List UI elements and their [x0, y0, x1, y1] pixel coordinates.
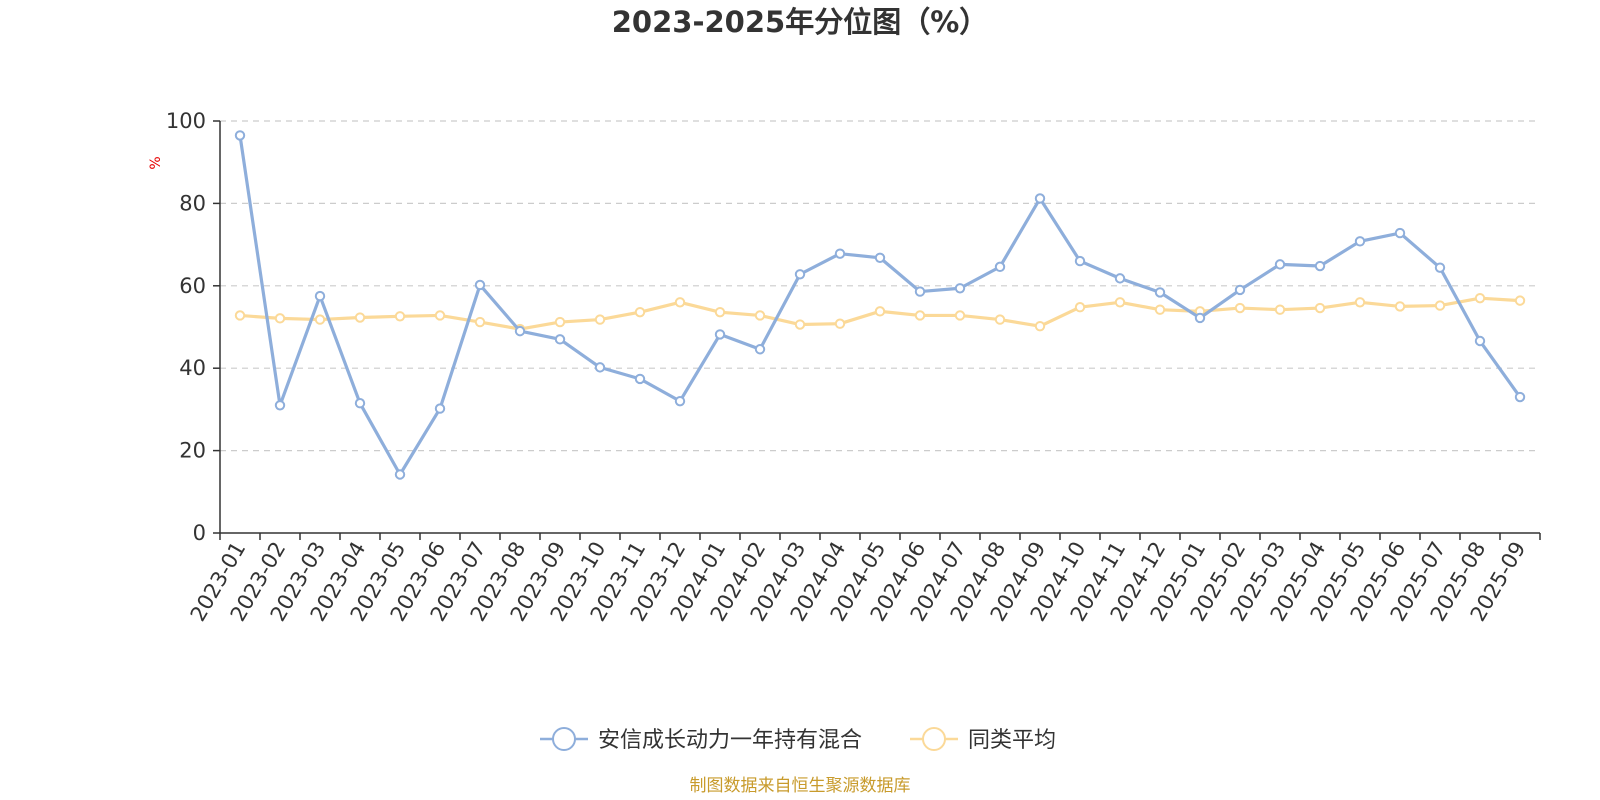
series-2-point-2023-04	[354, 312, 366, 323]
y-tick-label-80: 80	[179, 191, 206, 215]
series-1-point-2024-05	[874, 252, 886, 263]
series-2-point-2025-04	[1314, 302, 1326, 314]
y-tick-label-60: 60	[179, 274, 206, 298]
series-1-point-2024-06	[914, 286, 926, 297]
series-2-point-2023-09	[554, 316, 566, 328]
legend-item-1-label: 安信成长动力一年持有混合	[598, 728, 862, 753]
series-1-point-2023-04	[354, 398, 366, 409]
series-2-point-2025-05	[1354, 297, 1366, 308]
series-1-point-2024-11	[1114, 273, 1126, 284]
series-2-point-2024-10	[1074, 302, 1086, 313]
series-2-point-2023-10	[594, 314, 606, 325]
series-2-point-2025-02	[1234, 302, 1246, 314]
series-2-point-2025-09	[1514, 295, 1526, 306]
legend-item-2[interactable]: 同类平均	[910, 727, 1056, 753]
series-1-point-2024-10	[1074, 255, 1086, 267]
series-1-point-2023-05	[394, 469, 406, 480]
y-tick-labels: 0 20 40 60 80 100	[166, 109, 206, 545]
series-2-point-2024-04	[834, 318, 846, 329]
legend-item-2-marker	[922, 727, 946, 751]
series-2	[234, 292, 1526, 335]
series-2-point-2024-06	[914, 310, 926, 321]
series-2-point-2024-12	[1154, 304, 1166, 315]
series-1-point-2023-12	[674, 395, 686, 407]
axes	[213, 120, 1541, 540]
series-2-point-2024-09	[1034, 320, 1046, 332]
series-2-point-2023-11	[634, 306, 646, 318]
series-2-point-2024-01	[714, 306, 726, 318]
series-1-point-2024-12	[1154, 287, 1166, 298]
series-2-point-2025-07	[1434, 300, 1446, 311]
y-tick-label-40: 40	[179, 356, 206, 380]
legend-item-1-marker	[552, 727, 576, 751]
x-tick-labels: 2023-012023-022023-032023-042023-052023-…	[186, 538, 1531, 626]
series-2-point-2024-11	[1114, 297, 1126, 308]
series-1-point-2023-10	[594, 362, 606, 373]
legend-item-1[interactable]: 安信成长动力一年持有混合	[540, 727, 862, 753]
series-1-point-2023-11	[634, 373, 646, 385]
series-2-point-2025-08	[1474, 292, 1486, 304]
series-2-point-2024-07	[954, 310, 966, 321]
series-1-point-2025-01	[1194, 312, 1206, 324]
series-2-point-2024-08	[994, 314, 1006, 325]
series-1-point-2025-05	[1354, 236, 1366, 247]
series-1-point-2023-03	[314, 290, 326, 302]
series-1-point-2023-09	[554, 334, 566, 345]
y-tick-label-20: 20	[179, 439, 206, 463]
series-1-point-2025-08	[1474, 335, 1486, 347]
series-layer	[234, 130, 1526, 480]
series-2-point-2023-02	[274, 313, 286, 324]
series-1-point-2023-06	[434, 403, 446, 414]
y-axis-unit: %	[148, 156, 164, 169]
series-1-point-2024-03	[794, 269, 806, 280]
series-1-point-2025-06	[1394, 227, 1406, 239]
series-1-point-2023-08	[514, 325, 526, 337]
series-1-point-2025-04	[1314, 260, 1326, 272]
y-tick-label-100: 100	[166, 109, 206, 133]
series-2-point-2023-06	[434, 310, 446, 321]
series-1-point-2023-01	[234, 130, 246, 141]
series-1-point-2024-09	[1034, 193, 1046, 204]
legend[interactable]: 安信成长动力一年持有混合 同类平均	[540, 727, 1056, 753]
series-1-point-2023-02	[274, 400, 286, 411]
series-1	[234, 130, 1526, 480]
y-tick-label-0: 0	[193, 521, 206, 545]
series-1-point-2024-01	[714, 329, 726, 340]
chart-title: 2023-2025年分位图（%）	[612, 5, 989, 39]
series-2-point-2024-02	[754, 310, 766, 321]
series-1-point-2025-09	[1514, 391, 1526, 403]
series-1-point-2025-03	[1274, 259, 1286, 270]
legend-item-2-label: 同类平均	[968, 728, 1056, 753]
series-2-point-2023-01	[234, 310, 246, 321]
series-2-point-2024-03	[794, 319, 806, 330]
series-2-point-2025-03	[1274, 304, 1286, 315]
series-1-point-2025-07	[1434, 262, 1446, 273]
series-1-point-2024-07	[954, 283, 966, 294]
series-1-point-2024-08	[994, 261, 1006, 273]
series-1-point-2024-02	[754, 344, 766, 355]
grid-lines	[220, 120, 1540, 452]
series-1-line	[238, 133, 1522, 477]
series-2-point-2023-03	[314, 314, 326, 325]
series-2-point-2024-05	[874, 306, 886, 317]
series-1-point-2023-07	[474, 279, 486, 291]
series-1-point-2025-02	[1234, 284, 1246, 296]
series-2-point-2023-07	[474, 316, 486, 328]
source-note: 制图数据来自恒生聚源数据库	[690, 776, 911, 796]
series-2-point-2025-06	[1394, 301, 1406, 312]
series-2-point-2023-05	[394, 311, 406, 322]
series-1-point-2024-04	[834, 248, 846, 259]
series-2-point-2023-12	[674, 297, 686, 308]
